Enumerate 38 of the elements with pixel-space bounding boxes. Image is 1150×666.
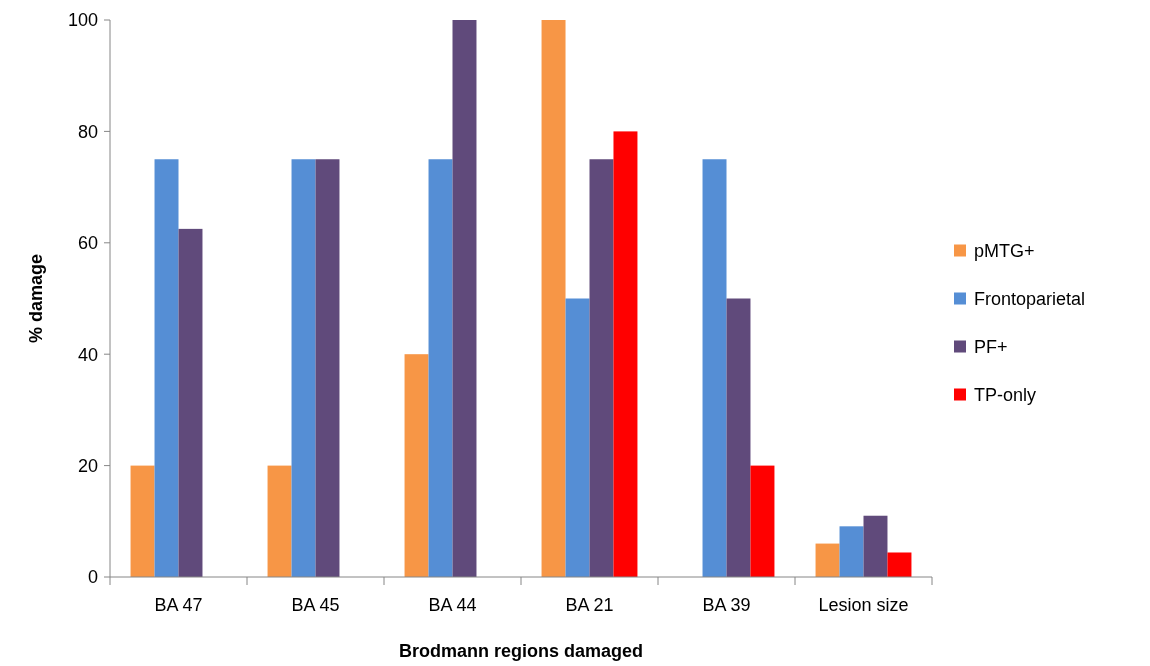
bar [541, 20, 566, 577]
bar [452, 20, 477, 577]
bar [863, 515, 888, 577]
bar [404, 354, 429, 577]
y-axis-title: % damage [26, 253, 46, 344]
bar [589, 159, 614, 577]
x-tick-label: BA 21 [565, 595, 614, 615]
bar [130, 465, 155, 577]
legend-label: Frontoparietal [974, 288, 1086, 309]
bar [726, 298, 751, 577]
x-tick-label: Lesion size [818, 595, 909, 615]
bar [565, 298, 590, 577]
bar [839, 526, 864, 577]
legend-label: pMTG+ [974, 240, 1035, 261]
bar [178, 228, 203, 577]
bar [887, 552, 912, 577]
y-tick-label: 100 [67, 10, 98, 31]
legend-label: PF+ [974, 336, 1008, 357]
bar [702, 159, 727, 577]
y-tick-label: 0 [87, 567, 98, 588]
x-tick-label: BA 45 [291, 595, 340, 615]
x-axis-title: Brodmann regions damaged [398, 641, 644, 661]
bar [291, 159, 316, 577]
bar [267, 465, 292, 577]
bar [428, 159, 453, 577]
bar [315, 159, 340, 577]
x-tick-label: BA 39 [702, 595, 751, 615]
x-tick-label: BA 47 [154, 595, 203, 615]
y-tick-label: 60 [77, 233, 98, 254]
y-tick-label: 20 [77, 455, 98, 476]
bar [815, 543, 840, 577]
x-tick-label: BA 44 [428, 595, 477, 615]
bar [750, 465, 775, 577]
bar [154, 159, 179, 577]
bar [613, 131, 638, 577]
legend-label: TP-only [974, 384, 1037, 405]
y-tick-label: 80 [77, 121, 98, 142]
y-tick-label: 40 [77, 344, 98, 365]
